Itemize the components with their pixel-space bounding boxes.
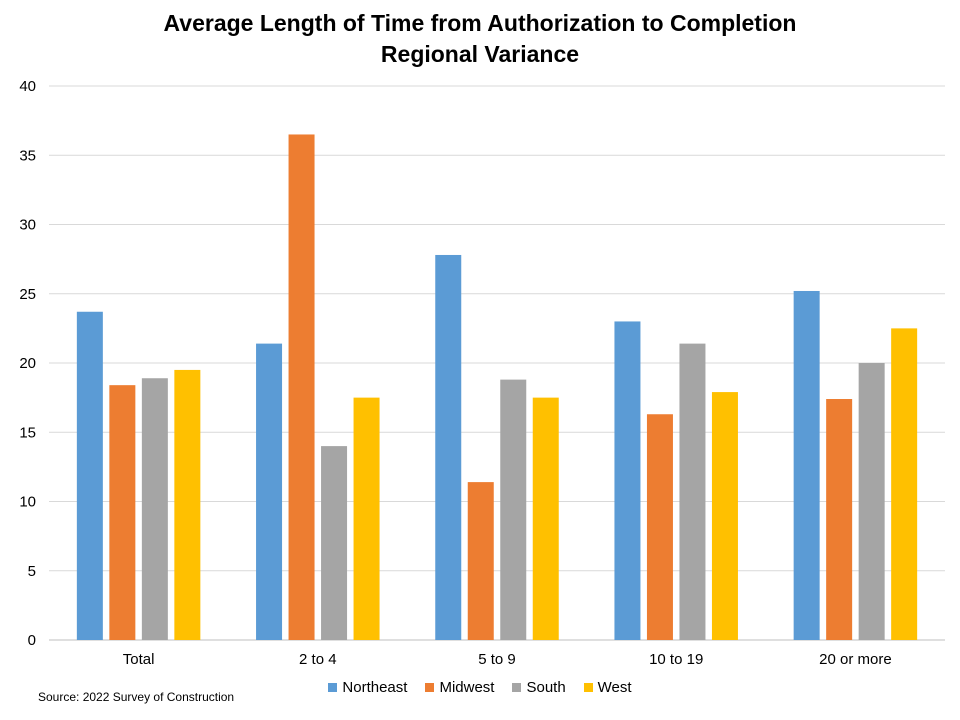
bars: [76, 134, 918, 640]
y-axis-ticks: 0 5 10 15 20 25 30 35 40: [19, 78, 36, 649]
legend-label-midwest: Midwest: [439, 679, 495, 696]
legend-label-west: West: [597, 679, 632, 696]
chart-title: Average Length of Time from Authorizatio…: [163, 10, 797, 36]
bar-south-4: [858, 363, 885, 640]
bar-northeast-1: [256, 343, 283, 640]
legend-swatch-northeast: [328, 683, 338, 692]
y-tick-label: 35: [19, 147, 36, 164]
x-tick-label: 2 to 4: [299, 651, 337, 668]
bar-midwest-0: [109, 385, 136, 640]
bar-south-2: [500, 379, 527, 640]
bar-midwest-1: [288, 134, 315, 640]
bar-south-0: [141, 378, 168, 640]
x-tick-label: Total: [123, 651, 155, 668]
y-tick-label: 40: [19, 78, 36, 95]
y-tick-label: 5: [28, 563, 36, 580]
bar-northeast-0: [76, 311, 103, 640]
legend-swatch-west: [583, 683, 593, 692]
y-tick-label: 25: [19, 286, 36, 303]
bar-south-3: [679, 343, 706, 640]
legend-item-south: South: [512, 679, 566, 696]
x-tick-label: 10 to 19: [649, 651, 703, 668]
bar-west-0: [174, 369, 201, 640]
legend-swatch-south: [512, 683, 522, 692]
bar-west-2: [532, 397, 559, 640]
x-tick-label: 5 to 9: [478, 651, 516, 668]
legend-label-south: South: [526, 679, 566, 696]
x-axis-ticks: Total 2 to 4 5 to 9 10 to 19 20 or more: [123, 651, 892, 668]
bar-south-1: [321, 446, 348, 640]
y-tick-label: 30: [19, 217, 36, 234]
y-tick-label: 20: [19, 355, 36, 372]
bar-west-1: [353, 397, 380, 640]
legend-item-midwest: Midwest: [425, 679, 494, 696]
bar-midwest-3: [646, 414, 673, 640]
y-tick-label: 10: [19, 494, 36, 511]
legend-swatch-midwest: [425, 683, 435, 692]
bar-northeast-3: [614, 321, 641, 640]
bar-midwest-4: [826, 399, 853, 640]
legend-label-northeast: Northeast: [342, 679, 408, 696]
bar-midwest-2: [467, 482, 494, 640]
y-tick-label: 15: [19, 424, 36, 441]
bar-west-3: [711, 392, 738, 640]
source-note: Source: 2022 Survey of Construction: [38, 690, 235, 704]
legend: Northeast Midwest South West: [0, 679, 960, 696]
legend-item-northeast: Northeast: [328, 679, 407, 696]
chart-subtitle: Regional Variance: [380, 41, 580, 67]
x-tick-label: 20 or more: [819, 651, 892, 668]
legend-item-west: West: [583, 679, 632, 696]
y-tick-label: 0: [28, 632, 36, 649]
bar-northeast-4: [793, 290, 820, 640]
bar-west-4: [891, 328, 918, 640]
bar-northeast-2: [435, 254, 462, 640]
